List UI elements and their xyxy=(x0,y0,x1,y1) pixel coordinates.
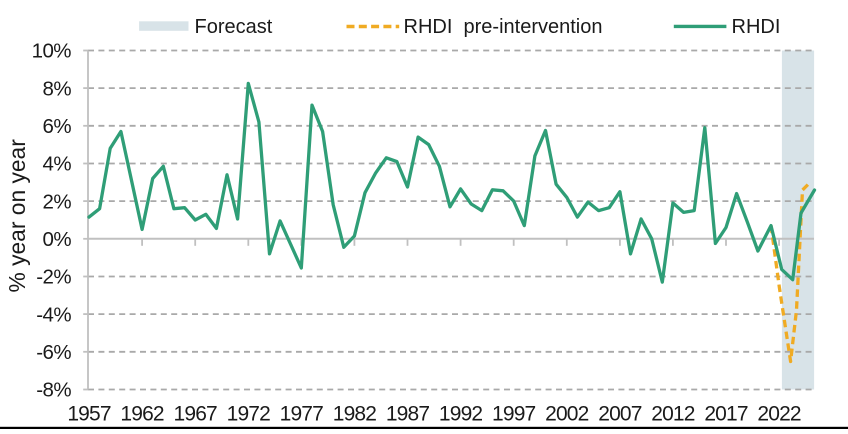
svg-text:2%: 2% xyxy=(42,190,71,213)
svg-text:10%: 10% xyxy=(32,40,72,63)
svg-text:1967: 1967 xyxy=(174,403,217,426)
svg-text:RHDI pre-intervention: RHDI pre-intervention xyxy=(404,16,603,38)
svg-text:1987: 1987 xyxy=(386,403,429,426)
svg-text:6%: 6% xyxy=(42,115,71,138)
svg-text:-2%: -2% xyxy=(36,266,71,289)
svg-text:Forecast: Forecast xyxy=(195,16,273,38)
svg-text:1997: 1997 xyxy=(492,403,535,426)
svg-text:1977: 1977 xyxy=(280,403,323,426)
svg-text:2002: 2002 xyxy=(545,403,588,426)
svg-text:4%: 4% xyxy=(42,153,71,176)
svg-text:-4%: -4% xyxy=(36,303,71,326)
svg-text:8%: 8% xyxy=(42,77,71,100)
svg-text:2007: 2007 xyxy=(598,403,641,426)
svg-text:2017: 2017 xyxy=(704,403,747,426)
svg-text:2012: 2012 xyxy=(651,403,694,426)
svg-text:1992: 1992 xyxy=(439,403,482,426)
svg-text:1962: 1962 xyxy=(120,403,163,426)
svg-text:RHDI: RHDI xyxy=(732,16,781,38)
svg-text:1972: 1972 xyxy=(227,403,270,426)
svg-text:% year on year: % year on year xyxy=(4,139,30,293)
svg-text:1957: 1957 xyxy=(67,403,110,426)
svg-text:0%: 0% xyxy=(42,228,71,251)
svg-text:-8%: -8% xyxy=(36,379,71,402)
svg-text:2022: 2022 xyxy=(757,403,800,426)
svg-text:1982: 1982 xyxy=(333,403,376,426)
svg-text:-6%: -6% xyxy=(36,341,71,364)
